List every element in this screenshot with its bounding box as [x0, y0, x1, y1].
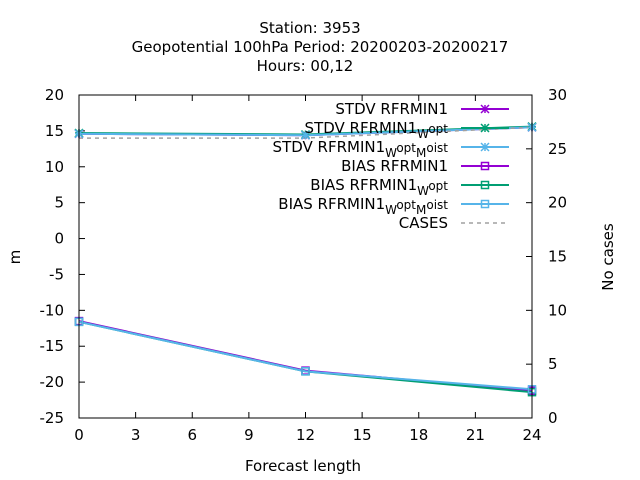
y2-tick-label: 25 [548, 140, 567, 158]
x-tick-label: 18 [409, 426, 428, 444]
x-tick-label: 0 [74, 426, 84, 444]
x-axis-label: Forecast length [245, 457, 361, 475]
y2-tick-label: 20 [548, 194, 567, 212]
x-tick-label: 9 [244, 426, 254, 444]
x-tick-label: 6 [187, 426, 197, 444]
plot-frame [78, 94, 533, 419]
legend-label: BIAS RFRMIN1 [341, 157, 448, 175]
legend-label: BIAS RFRMIN1Wopt [310, 176, 448, 198]
data-point [301, 367, 310, 376]
legend-label: BIAS RFRMIN1WoptMoist [278, 195, 448, 217]
axis-ticks: 0 3 6 9 12 15 18 21 24 -25 -20 -15 -10 -5 0 5 10 15 20 0 5 10… [40, 86, 568, 444]
y2-tick-label: 5 [548, 355, 558, 373]
legend-label: STDV RFRMIN1 [335, 100, 448, 118]
legend-marker [480, 199, 490, 209]
y-axis-label: m [6, 250, 24, 265]
x-tick-label: 21 [466, 426, 485, 444]
legend-label: STDV RFRMIN1WoptMoist [273, 138, 449, 160]
y-tick-label: -5 [49, 265, 64, 283]
y2-tick-label: 10 [548, 301, 567, 319]
data-point [300, 130, 311, 140]
y-tick-label: -15 [40, 337, 65, 355]
y-tick-label: 5 [54, 194, 64, 212]
legend-marker [480, 161, 490, 171]
legend-marker [480, 142, 490, 152]
y-tick-label: 15 [45, 122, 64, 140]
series-line [78, 320, 533, 391]
y2-tick-label: 30 [548, 86, 567, 104]
y-tick-label: 10 [45, 158, 64, 176]
y-tick-label: 0 [54, 230, 64, 248]
x-tick-label: 3 [131, 426, 141, 444]
series-markers [74, 122, 537, 397]
y-tick-label: -25 [40, 409, 65, 427]
chart-title: Station: 3953 Geopotential 100hPa Period… [132, 19, 509, 75]
legend-marker [480, 104, 490, 114]
series-line [78, 320, 533, 392]
x-tick-label: 24 [522, 426, 541, 444]
y2-axis-label: No cases [599, 223, 617, 291]
legend-marker [480, 180, 490, 190]
y-tick-label: -10 [40, 301, 65, 319]
y2-tick-label: 15 [548, 248, 567, 266]
series-line [78, 320, 533, 394]
y2-tick-label: 0 [548, 409, 558, 427]
title-line-2: Geopotential 100hPa Period: 20200203-202… [132, 38, 509, 56]
title-line-3: Hours: 00,12 [257, 57, 354, 75]
x-tick-label: 15 [353, 426, 372, 444]
legend-marker [480, 123, 490, 133]
title-line-1: Station: 3953 [259, 19, 360, 37]
y-tick-label: 20 [45, 86, 64, 104]
legend-label: CASES [399, 214, 448, 232]
x-tick-label: 12 [296, 426, 315, 444]
legend-label: STDV RFRMIN1Wopt [305, 119, 449, 141]
y-tick-label: -20 [40, 373, 65, 391]
